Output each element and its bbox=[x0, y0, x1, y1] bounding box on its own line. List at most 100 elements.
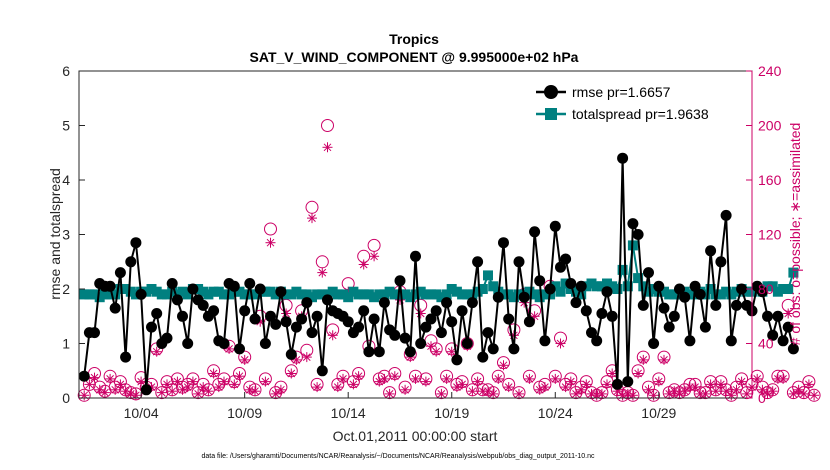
totalspread-point bbox=[374, 289, 385, 300]
totalspread-point bbox=[141, 286, 152, 297]
plot-area bbox=[77, 119, 821, 402]
assimilated-obs-point bbox=[229, 379, 240, 390]
rmse-point bbox=[456, 305, 468, 317]
rmse-point bbox=[653, 280, 665, 292]
assimilated-star-stroke bbox=[468, 387, 477, 396]
assimilated-obs-point bbox=[120, 386, 131, 397]
assimilated-obs-point bbox=[327, 330, 338, 341]
rmse-point bbox=[565, 278, 577, 289]
assimilated-star-stroke bbox=[152, 347, 161, 356]
assimilated-obs-point bbox=[353, 371, 364, 382]
possible-obs-point bbox=[807, 388, 821, 402]
rmse-point bbox=[420, 321, 432, 333]
assimilated-obs-point bbox=[369, 251, 380, 262]
rmse-point bbox=[674, 283, 685, 295]
rmse-point bbox=[699, 321, 711, 333]
assimilated-star-stroke bbox=[525, 375, 534, 383]
assimilated-obs-point bbox=[741, 388, 752, 399]
rmse-point bbox=[322, 294, 333, 306]
rmse-point bbox=[259, 338, 271, 349]
x-tick-label: 10/14 bbox=[331, 405, 366, 421]
totalspread-point bbox=[441, 289, 452, 300]
rmse-point bbox=[197, 299, 209, 311]
assimilated-star-stroke bbox=[333, 383, 342, 391]
totalspread-point bbox=[643, 286, 654, 297]
rmse-point bbox=[353, 321, 365, 333]
rmse-point bbox=[539, 335, 551, 347]
totalspread-point bbox=[213, 286, 224, 297]
assimilated-star-stroke bbox=[121, 387, 130, 396]
assimilated-obs-point bbox=[167, 386, 178, 397]
assimilated-star-stroke bbox=[556, 339, 565, 348]
totalspread-point bbox=[622, 281, 633, 292]
totalspread-point bbox=[307, 292, 317, 303]
assimilated-star-stroke bbox=[390, 372, 399, 381]
rmse-point bbox=[316, 365, 328, 377]
rmse-point bbox=[756, 286, 768, 298]
totalspread-point bbox=[105, 289, 116, 300]
possible-obs-point bbox=[647, 388, 661, 402]
rmse-point bbox=[125, 256, 137, 268]
totalspread-point bbox=[286, 289, 297, 300]
assimilated-star-stroke bbox=[90, 373, 99, 382]
assimilated-star-stroke bbox=[706, 380, 715, 389]
x-tick-label: 10/19 bbox=[434, 405, 469, 421]
rmse-point bbox=[120, 351, 132, 363]
assimilated-star-stroke bbox=[572, 390, 580, 398]
totalspread-point bbox=[363, 289, 374, 300]
possible-obs-point bbox=[321, 119, 334, 132]
totalspread-point bbox=[99, 289, 110, 300]
totalspread-point bbox=[317, 289, 328, 300]
assimilated-star-stroke bbox=[566, 377, 575, 386]
assimilated-obs-point bbox=[281, 308, 292, 319]
rmse-point bbox=[477, 351, 489, 363]
assimilated-star-stroke bbox=[768, 387, 777, 396]
assimilated-star-stroke bbox=[753, 375, 762, 383]
totalspread-point bbox=[162, 289, 172, 300]
rmse-point bbox=[301, 297, 313, 309]
axes: 0 1 2 3 4 5 6 0 40 80 120 160 200 240 10/04 10/09 10/14 1… bbox=[62, 63, 781, 421]
rmse-point bbox=[508, 343, 520, 355]
totalspread-point bbox=[120, 284, 131, 294]
y-left-tick-label: 4 bbox=[62, 172, 70, 188]
assimilated-star-stroke bbox=[458, 380, 466, 389]
rmse-point bbox=[104, 280, 116, 292]
totalspread-point bbox=[146, 284, 157, 294]
y-left-tick-label: 1 bbox=[62, 336, 70, 352]
assimilated-star-stroke bbox=[271, 390, 280, 398]
rmse-point bbox=[182, 338, 194, 349]
assimilated-star-stroke bbox=[623, 390, 632, 398]
totalspread-point bbox=[534, 292, 545, 303]
totalspread-point bbox=[731, 286, 742, 297]
assimilated-star-stroke bbox=[106, 375, 114, 383]
assimilated-obs-point bbox=[130, 390, 141, 401]
assimilated-star-stroke bbox=[473, 377, 482, 386]
rmse-point bbox=[534, 275, 546, 287]
assimilated-star-stroke bbox=[349, 380, 358, 389]
totalspread-point bbox=[571, 286, 581, 297]
assimilated-star-stroke bbox=[794, 385, 803, 394]
legend-totalspread-marker bbox=[545, 108, 557, 120]
assimilated-star-stroke bbox=[541, 383, 549, 391]
assimilated-star-stroke bbox=[634, 369, 642, 378]
assimilated-star-stroke bbox=[742, 390, 751, 398]
totalspread-point bbox=[110, 289, 121, 300]
assimilated-obs-point bbox=[84, 379, 95, 390]
assimilated-star-stroke bbox=[168, 387, 177, 396]
rmse-point bbox=[643, 267, 654, 279]
assimilated-star-stroke bbox=[277, 385, 285, 394]
rmse-point bbox=[560, 253, 572, 265]
y-right-tick-label: 120 bbox=[758, 227, 782, 243]
possible-obs-point bbox=[315, 255, 329, 269]
assimilated-obs-point bbox=[260, 376, 271, 387]
assimilated-obs-point bbox=[234, 371, 245, 382]
assimilated-star-stroke bbox=[499, 361, 508, 370]
rmse-point bbox=[627, 218, 639, 230]
rmse-point bbox=[705, 245, 717, 257]
totalspread-point bbox=[451, 286, 462, 297]
rmse-point bbox=[570, 297, 582, 309]
totalspread-point bbox=[332, 289, 343, 300]
assimilated-star-stroke bbox=[680, 387, 689, 396]
rmse-point bbox=[394, 275, 406, 287]
assimilated-obs-point bbox=[705, 379, 716, 390]
